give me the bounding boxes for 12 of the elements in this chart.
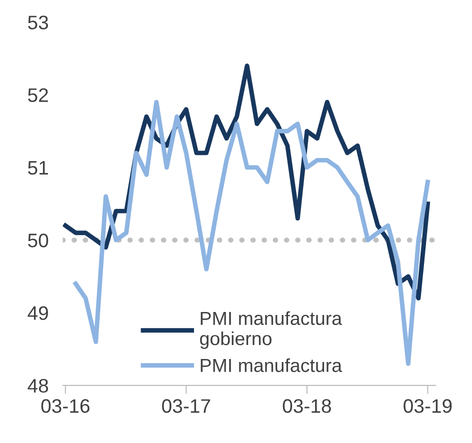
- y-tick-label: 51: [28, 161, 48, 175]
- x-tick-label: 03-19: [404, 399, 452, 413]
- y-tick-label: 53: [28, 16, 48, 30]
- legend-label: PMI manufactura: [200, 358, 342, 372]
- y-tick-label: 50: [28, 234, 48, 248]
- x-tick-label: 03-17: [162, 399, 210, 413]
- y-tick-label: 49: [28, 306, 48, 320]
- x-tick-label: 03-18: [282, 399, 331, 413]
- y-tick-label: 52: [28, 88, 48, 102]
- x-tick-label: 03-16: [41, 399, 90, 413]
- y-tick-label: 48: [28, 378, 48, 393]
- legend-label: PMI manufactura gobierno: [200, 311, 342, 349]
